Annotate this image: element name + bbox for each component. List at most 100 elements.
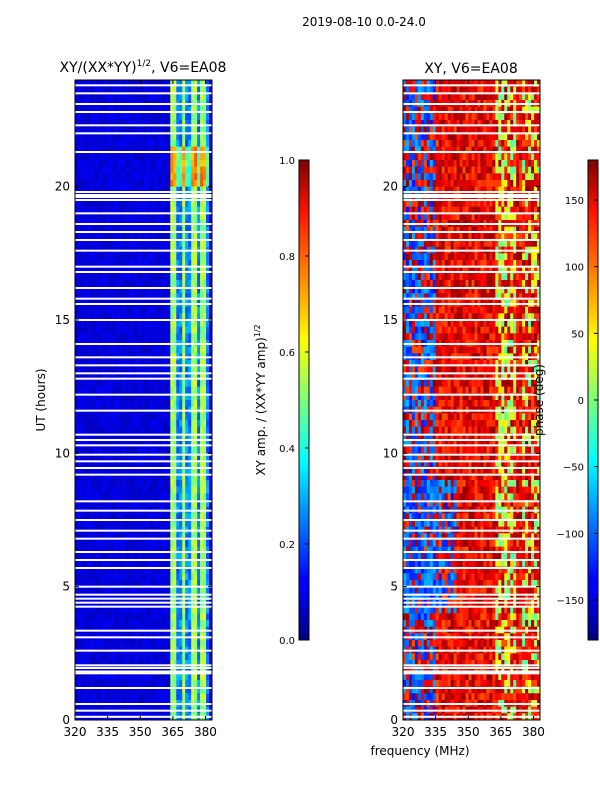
amp-cell [116, 620, 121, 628]
amp-cell [173, 613, 177, 621]
amp-cell [98, 520, 103, 528]
amp-cell [152, 566, 157, 574]
amp-cell [173, 520, 177, 528]
amp-cell [134, 166, 139, 174]
amp-cell [137, 446, 142, 454]
amp-cell [155, 546, 159, 554]
amp-cell [203, 133, 207, 141]
amp-cell [107, 480, 112, 488]
amp-cell [80, 580, 85, 588]
amp-cell [194, 266, 198, 274]
amp-cell [92, 473, 97, 481]
amp-cell [191, 513, 195, 521]
amp-cell [98, 680, 103, 688]
amp-cell [140, 186, 145, 194]
amp-cell [92, 373, 97, 381]
amp-cell [125, 433, 130, 441]
amp-cell [86, 413, 91, 421]
amp-cell [170, 233, 174, 241]
amp-cell [176, 660, 180, 668]
amp-cell [92, 120, 97, 128]
amp-cell [83, 473, 88, 481]
amp-cell [152, 133, 157, 141]
amp-cell [203, 360, 207, 368]
amp-cell [101, 86, 106, 94]
amp-cell [203, 166, 207, 174]
amp-cell [80, 113, 85, 121]
amp-cell [158, 273, 162, 281]
amp-cell [197, 180, 201, 188]
amp-cell [185, 513, 189, 521]
amp-cell [161, 580, 165, 588]
amp-cell [113, 80, 118, 88]
amp-cell [146, 640, 151, 648]
amp-cell [182, 493, 186, 501]
amp-cell [200, 413, 204, 421]
phase-cell [465, 146, 470, 154]
amp-cell [110, 480, 115, 488]
amp-cell [98, 686, 103, 694]
amp-cell [194, 226, 198, 234]
phase-cell [489, 146, 493, 154]
amp-cell [125, 126, 130, 134]
amp-cell [137, 553, 142, 561]
phase-cell [528, 133, 532, 141]
amp-cell [203, 580, 207, 588]
amp-cell [131, 546, 136, 554]
amp-cell [125, 93, 130, 101]
amp-cell [107, 593, 112, 601]
amp-cell [143, 140, 148, 148]
amp-cell [161, 240, 165, 248]
amp-cell [98, 666, 103, 674]
amp-cell [80, 146, 85, 154]
amp-cell [98, 266, 103, 274]
amp-cell [185, 440, 189, 448]
amp-cell [149, 213, 154, 221]
amp-cell [146, 393, 151, 401]
amp-cell [191, 680, 195, 688]
amp-cell [101, 613, 106, 621]
amp-cell [107, 500, 112, 508]
amp-cell [77, 453, 82, 461]
phase-cell [414, 160, 419, 168]
amp-cell [164, 546, 168, 554]
amp-cell [75, 286, 79, 294]
amp-cell [179, 253, 183, 261]
amp-cell [179, 666, 183, 674]
amp-cell [101, 453, 106, 461]
amp-cell [101, 440, 106, 448]
phase-cell [489, 120, 493, 128]
amp-cell [200, 613, 204, 621]
amp-cell [92, 466, 97, 474]
phase-cell [435, 106, 440, 114]
amp-cell [131, 280, 136, 288]
amp-cell [185, 580, 189, 588]
amp-cell [191, 413, 195, 421]
amp-cell [161, 186, 165, 194]
amp-cell [176, 313, 180, 321]
amp-cell [113, 166, 118, 174]
amp-cell [176, 546, 180, 554]
amp-cell [104, 613, 109, 621]
amp-cell [152, 380, 157, 388]
amp-cell [146, 153, 151, 161]
amp-cell [131, 360, 136, 368]
phase-cell [426, 160, 431, 168]
amp-cell [146, 133, 151, 141]
amp-cell [77, 400, 82, 408]
amp-cell [167, 113, 171, 121]
amp-cell [182, 366, 186, 374]
amp-cell [131, 373, 136, 381]
amp-cell [116, 253, 121, 261]
amp-cell [158, 306, 162, 314]
amp-cell [83, 520, 88, 528]
amp-cell [152, 453, 157, 461]
amp-cell [98, 253, 103, 261]
amp-cell [143, 160, 148, 168]
phase-cell [462, 133, 467, 141]
amp-cell [119, 686, 124, 694]
amp-cell [110, 133, 115, 141]
amp-cell [143, 120, 148, 128]
amp-cell [152, 386, 157, 394]
amp-cell [185, 613, 189, 621]
